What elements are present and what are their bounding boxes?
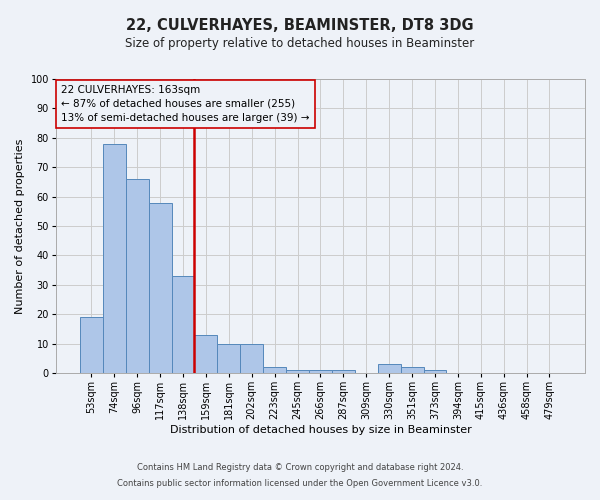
Bar — [103, 144, 126, 373]
Bar — [217, 344, 240, 373]
Bar — [424, 370, 446, 373]
Text: Size of property relative to detached houses in Beaminster: Size of property relative to detached ho… — [125, 38, 475, 51]
Y-axis label: Number of detached properties: Number of detached properties — [15, 138, 25, 314]
Text: 22, CULVERHAYES, BEAMINSTER, DT8 3DG: 22, CULVERHAYES, BEAMINSTER, DT8 3DG — [126, 18, 474, 32]
Bar — [126, 179, 149, 373]
Bar — [378, 364, 401, 373]
Bar — [332, 370, 355, 373]
Text: Contains public sector information licensed under the Open Government Licence v3: Contains public sector information licen… — [118, 478, 482, 488]
Bar — [263, 367, 286, 373]
Bar — [401, 367, 424, 373]
Bar — [149, 202, 172, 373]
X-axis label: Distribution of detached houses by size in Beaminster: Distribution of detached houses by size … — [170, 425, 472, 435]
Bar — [240, 344, 263, 373]
Bar — [286, 370, 309, 373]
Bar — [309, 370, 332, 373]
Bar — [172, 276, 194, 373]
Bar — [80, 317, 103, 373]
Text: Contains HM Land Registry data © Crown copyright and database right 2024.: Contains HM Land Registry data © Crown c… — [137, 464, 463, 472]
Bar — [194, 335, 217, 373]
Text: 22 CULVERHAYES: 163sqm
← 87% of detached houses are smaller (255)
13% of semi-de: 22 CULVERHAYES: 163sqm ← 87% of detached… — [61, 85, 310, 123]
